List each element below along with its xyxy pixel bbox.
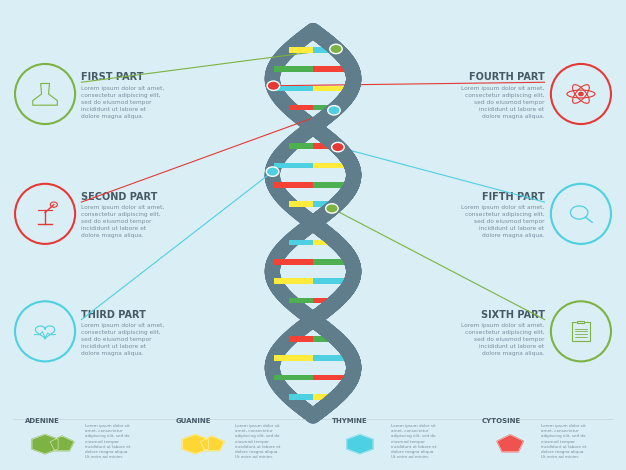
Circle shape — [326, 204, 338, 213]
FancyBboxPatch shape — [289, 105, 313, 110]
Text: Lorem ipsum dolor sit amet,
consectetur adipiscing elit,
sed do eiusmod tempor
i: Lorem ipsum dolor sit amet, consectetur … — [461, 205, 545, 238]
FancyBboxPatch shape — [313, 336, 337, 342]
FancyBboxPatch shape — [274, 355, 313, 361]
FancyBboxPatch shape — [577, 321, 585, 323]
Text: Lorem ipsum dolor sit amet,
consectetur adipiscing elit,
sed do eiusmod tempor
i: Lorem ipsum dolor sit amet, consectetur … — [81, 86, 165, 118]
FancyBboxPatch shape — [289, 143, 313, 149]
FancyBboxPatch shape — [313, 86, 352, 91]
Circle shape — [330, 44, 342, 54]
FancyBboxPatch shape — [313, 298, 337, 303]
Polygon shape — [200, 436, 224, 451]
Text: Lorem ipsum dolor sit
amet, consectetur
adipiscing elit, sed do
eiusmod tempor
i: Lorem ipsum dolor sit amet, consectetur … — [235, 424, 280, 459]
Circle shape — [579, 93, 583, 95]
Polygon shape — [182, 435, 208, 454]
Polygon shape — [50, 436, 74, 451]
Circle shape — [267, 81, 280, 90]
Polygon shape — [347, 435, 373, 454]
Text: FIFTH PART: FIFTH PART — [482, 192, 545, 202]
FancyBboxPatch shape — [274, 86, 313, 91]
FancyBboxPatch shape — [313, 355, 352, 361]
Text: ADENINE: ADENINE — [25, 418, 60, 424]
Polygon shape — [497, 435, 523, 452]
Text: Lorem ipsum dolor sit
amet, consectetur
adipiscing elit, sed do
eiusmod tempor
i: Lorem ipsum dolor sit amet, consectetur … — [541, 424, 587, 459]
FancyBboxPatch shape — [313, 375, 352, 380]
FancyBboxPatch shape — [274, 278, 313, 284]
Text: THYMINE: THYMINE — [332, 418, 367, 424]
FancyBboxPatch shape — [289, 201, 313, 207]
FancyBboxPatch shape — [313, 278, 352, 284]
Circle shape — [266, 167, 279, 176]
FancyBboxPatch shape — [274, 375, 313, 380]
FancyBboxPatch shape — [313, 163, 352, 168]
FancyBboxPatch shape — [289, 47, 313, 53]
FancyBboxPatch shape — [274, 66, 313, 72]
FancyBboxPatch shape — [313, 47, 337, 53]
Text: Lorem ipsum dolor sit
amet, consectetur
adipiscing elit, sed do
eiusmod tempor
i: Lorem ipsum dolor sit amet, consectetur … — [391, 424, 436, 459]
FancyBboxPatch shape — [289, 394, 313, 399]
FancyBboxPatch shape — [289, 336, 313, 342]
FancyBboxPatch shape — [274, 259, 313, 265]
Text: CYTOSINE: CYTOSINE — [482, 418, 521, 424]
FancyBboxPatch shape — [313, 182, 352, 188]
FancyBboxPatch shape — [313, 143, 337, 149]
Text: FOURTH PART: FOURTH PART — [469, 72, 545, 82]
Text: THIRD PART: THIRD PART — [81, 310, 146, 320]
Text: Lorem ipsum dolor sit
amet, consectetur
adipiscing elit, sed do
eiusmod tempor
i: Lorem ipsum dolor sit amet, consectetur … — [85, 424, 130, 459]
Text: Lorem ipsum dolor sit amet,
consectetur adipiscing elit,
sed do eiusmod tempor
i: Lorem ipsum dolor sit amet, consectetur … — [461, 323, 545, 356]
FancyBboxPatch shape — [289, 298, 313, 303]
Text: Lorem ipsum dolor sit amet,
consectetur adipiscing elit,
sed do eiusmod tempor
i: Lorem ipsum dolor sit amet, consectetur … — [461, 86, 545, 118]
Circle shape — [332, 142, 344, 152]
Text: FIRST PART: FIRST PART — [81, 72, 144, 82]
FancyBboxPatch shape — [313, 240, 337, 245]
FancyBboxPatch shape — [313, 259, 352, 265]
FancyBboxPatch shape — [313, 105, 337, 110]
FancyBboxPatch shape — [313, 201, 337, 207]
Text: SIXTH PART: SIXTH PART — [481, 310, 545, 320]
FancyBboxPatch shape — [313, 66, 352, 72]
FancyBboxPatch shape — [274, 182, 313, 188]
FancyBboxPatch shape — [289, 240, 313, 245]
FancyBboxPatch shape — [313, 394, 337, 399]
Text: SECOND PART: SECOND PART — [81, 192, 158, 202]
Text: Lorem ipsum dolor sit amet,
consectetur adipiscing elit,
sed do eiusmod tempor
i: Lorem ipsum dolor sit amet, consectetur … — [81, 323, 165, 356]
Text: Lorem ipsum dolor sit amet,
consectetur adipiscing elit,
sed do eiusmod tempor
i: Lorem ipsum dolor sit amet, consectetur … — [81, 205, 165, 238]
Circle shape — [328, 106, 341, 115]
FancyBboxPatch shape — [274, 163, 313, 168]
Text: GUANINE: GUANINE — [175, 418, 211, 424]
Polygon shape — [32, 435, 58, 454]
